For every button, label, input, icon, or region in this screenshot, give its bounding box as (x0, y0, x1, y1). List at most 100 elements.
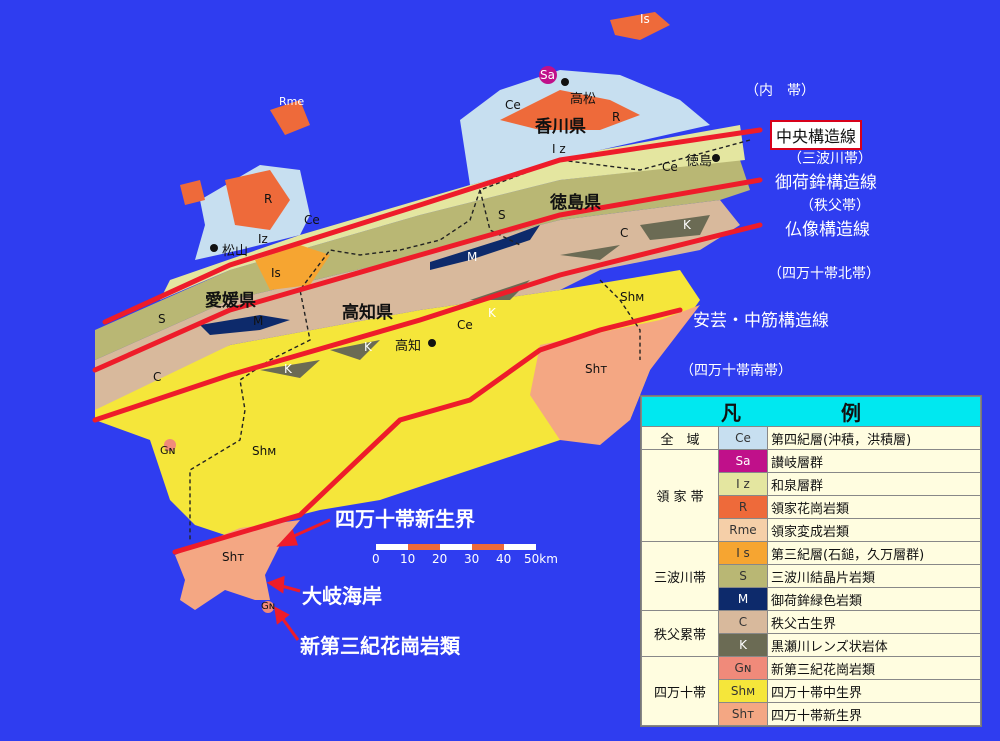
zone-chichibu: （秩父帯） (800, 198, 870, 214)
code-s-east: S (498, 208, 506, 222)
legend-row: Shᴛ 四万十帯新生界 (642, 702, 981, 726)
zone-shimanto-north: （四万十帯北帯） (768, 266, 880, 282)
scale-bar-graphic (376, 544, 536, 550)
legend-row: 四万十帯 Gɴ 新第三紀花崗岩類 (641, 656, 981, 726)
scale-bar: 0 10 20 30 40 50km (372, 540, 562, 570)
code-s-west: S (158, 312, 166, 326)
legend-row: Rme 領家変成岩類 (642, 518, 981, 542)
code-m-west: M (253, 314, 264, 328)
legend-body: 全 域 Ce 第四紀層(沖積，洪積層) 領 家 帯 Sa 讃岐層群 I z 和泉層群 R 領家花崗… (641, 426, 981, 726)
legend-swatch: C (718, 610, 768, 634)
legend-swatch: I z (718, 472, 768, 496)
legend-row: 領 家 帯 Sa 讃岐層群 (641, 449, 981, 542)
legend-swatch: S (718, 564, 768, 588)
code-k-mid: K (488, 306, 496, 320)
pref-kochi: 高知県 (342, 303, 393, 323)
legend-swatch: I s (718, 541, 768, 565)
legend-swatch: Shᴛ (718, 702, 768, 726)
legend-description: 讃岐層群 (767, 449, 981, 473)
annotation-arrows (266, 518, 331, 641)
pref-tokushima: 徳島県 (550, 193, 601, 213)
legend-swatch: K (718, 633, 768, 657)
city-dots (210, 78, 720, 347)
legend-description: 御荷鉾緑色岩類 (767, 587, 981, 611)
city-tokushima: 徳島 (686, 154, 713, 169)
legend-row: K 黒瀬川レンズ状岩体 (642, 633, 981, 657)
code-sht-east: Shᴛ (585, 362, 608, 376)
zone-sanbagawa: （三波川帯） (788, 151, 872, 167)
legend-swatch: Ce (718, 426, 768, 450)
scale-tick-40: 40 (496, 552, 512, 566)
legend-description: 新第三紀花崗岩類 (767, 656, 981, 680)
legend: 凡 例 全 域 Ce 第四紀層(沖積，洪積層) 領 家 帯 Sa 讃岐層群 I z 和泉層群 R… (640, 395, 982, 727)
legend-description: 領家花崗岩類 (767, 495, 981, 519)
city-kochi: 高知 (395, 339, 422, 354)
legend-description: 領家変成岩類 (767, 518, 981, 542)
legend-swatch: Gɴ (718, 656, 768, 680)
scale-tick-0: 0 (372, 552, 380, 566)
code-c-west: C (153, 370, 162, 384)
legend-group: 四万十帯 (641, 656, 719, 726)
legend-row: I z 和泉層群 (642, 472, 981, 496)
legend-row: M 御荷鉾緑色岩類 (642, 587, 981, 611)
code-ce-kagawa: Ce (505, 98, 521, 112)
legend-description: 和泉層群 (767, 472, 981, 496)
fault-label-butsuzo: 仏像構造線 (785, 220, 870, 240)
scale-tick-30: 30 (464, 552, 480, 566)
legend-swatch: Sa (718, 449, 768, 473)
legend-title: 凡 例 (641, 396, 981, 427)
zone-inner: （内 帯） (745, 83, 815, 99)
code-r-kagawa: R (612, 110, 621, 124)
zone-shimanto-south: （四万十帯南帯） (680, 363, 792, 379)
legend-description: 黒瀬川レンズ状岩体 (767, 633, 981, 657)
legend-description: 第三紀層(石鎚，久万層群) (767, 541, 981, 565)
code-gn-west: Gɴ (160, 444, 176, 457)
code-sa: Sa (540, 68, 555, 82)
fault-label-mikabu: 御荷鉾構造線 (775, 173, 877, 193)
code-shm-west: Shᴍ (252, 444, 277, 458)
code-c-east: C (620, 226, 629, 240)
fault-aki (172, 307, 683, 555)
scale-tick-20: 20 (432, 552, 448, 566)
code-m-mid: M (467, 250, 478, 264)
prefecture-boundaries (189, 139, 751, 540)
legend-row: 全 域 Ce 第四紀層(沖積，洪積層) (641, 426, 981, 450)
code-is-top: Is (640, 12, 650, 26)
legend-swatch: R (718, 495, 768, 519)
fault-label-mtl: 中央構造線 (770, 120, 863, 150)
code-k-mid2: K (364, 340, 372, 354)
fault-mikabu (92, 177, 763, 373)
code-ce-kochi: Ce (457, 318, 473, 332)
legend-group: 領 家 帯 (641, 449, 719, 542)
code-is-west: Is (271, 266, 281, 280)
annotation-ohkinokaigan: 大岐海岸 (302, 584, 382, 608)
code-iz-west: Iz (258, 232, 268, 246)
legend-row: 秩父累帯 C 秩父古生界 (641, 610, 981, 657)
code-ce-west: Ce (304, 213, 320, 227)
scale-tick-50: 50km (524, 552, 558, 566)
legend-description: 四万十帯新生界 (767, 702, 981, 726)
fault-mtl (102, 127, 763, 325)
code-k-west: K (284, 362, 292, 376)
pref-ehime: 愛媛県 (205, 291, 256, 311)
code-k-east: K (683, 218, 691, 232)
legend-group: 秩父累帯 (641, 610, 719, 657)
fault-label-aki: 安芸・中筋構造線 (693, 311, 829, 331)
legend-group: 全 域 (641, 426, 719, 450)
legend-table: 凡 例 全 域 Ce 第四紀層(沖積，洪積層) 領 家 帯 Sa 讃岐層群 I z 和泉層群 R… (641, 396, 981, 726)
legend-swatch: M (718, 587, 768, 611)
annotation-shimanto-new: 四万十帯新生界 (335, 507, 475, 531)
legend-description: 秩父古生界 (767, 610, 981, 634)
legend-row: S 三波川結晶片岩類 (642, 564, 981, 588)
code-shm-east: Shᴍ (620, 290, 645, 304)
code-rme: Rme (279, 95, 305, 108)
annotation-neogene-granite: 新第三紀花崗岩類 (300, 634, 460, 658)
scale-tick-10: 10 (400, 552, 416, 566)
pref-kagawa: 香川県 (535, 117, 586, 137)
city-takamatsu: 高松 (570, 92, 597, 107)
legend-row: 三波川帯 I s 第三紀層(石鎚，久万層群) (641, 541, 981, 611)
fault-lines (92, 127, 763, 555)
code-sht-south: Shᴛ (222, 550, 245, 564)
legend-row: R 領家花崗岩類 (642, 495, 981, 519)
